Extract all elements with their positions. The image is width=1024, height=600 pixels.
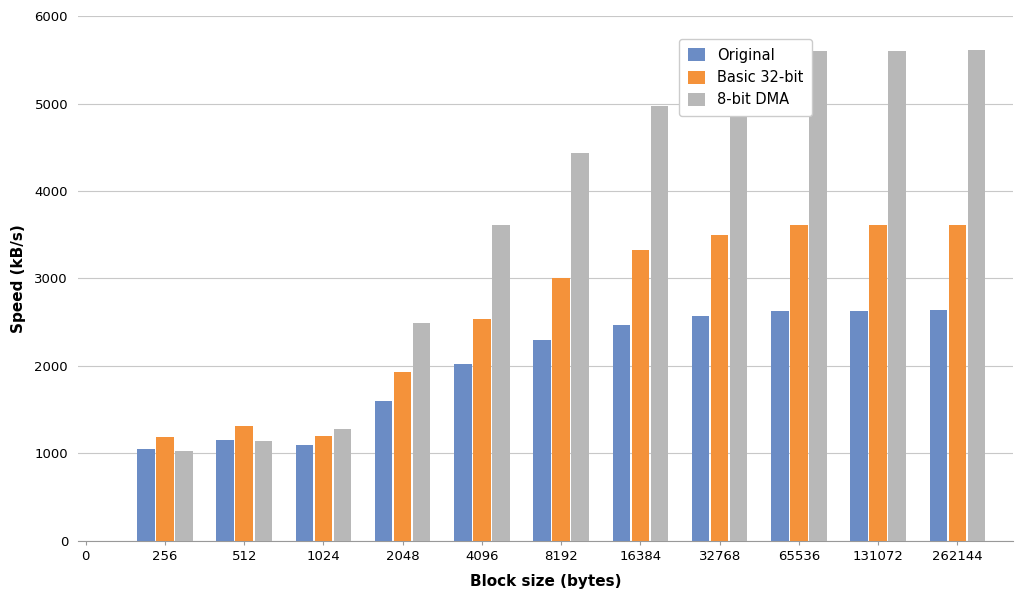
X-axis label: Block size (bytes): Block size (bytes) <box>470 574 622 589</box>
Bar <box>948 225 966 541</box>
Bar <box>236 426 253 541</box>
Bar <box>612 325 630 541</box>
Legend: Original, Basic 32-bit, 8-bit DMA: Original, Basic 32-bit, 8-bit DMA <box>679 39 812 116</box>
Bar <box>791 225 808 541</box>
Bar <box>930 310 947 541</box>
Bar <box>650 106 669 541</box>
Bar <box>255 441 272 541</box>
Bar <box>394 372 412 541</box>
Bar <box>869 225 887 541</box>
Bar <box>851 311 868 541</box>
Bar <box>137 449 155 541</box>
Bar <box>534 340 551 541</box>
Bar <box>473 319 490 541</box>
Bar <box>968 50 985 541</box>
Bar <box>553 278 570 541</box>
Bar <box>730 70 748 541</box>
Y-axis label: Speed (kB/s): Speed (kB/s) <box>11 224 26 333</box>
Bar <box>455 364 472 541</box>
Bar <box>413 323 430 541</box>
Bar <box>216 440 233 541</box>
Bar <box>632 250 649 541</box>
Bar <box>296 445 313 541</box>
Bar <box>314 436 332 541</box>
Bar <box>711 235 728 541</box>
Bar <box>809 51 826 541</box>
Bar <box>889 51 906 541</box>
Bar <box>334 429 351 541</box>
Bar <box>493 225 510 541</box>
Bar <box>157 437 174 541</box>
Bar <box>571 154 589 541</box>
Bar <box>375 401 392 541</box>
Bar <box>771 311 788 541</box>
Bar <box>692 316 710 541</box>
Bar <box>175 451 193 541</box>
